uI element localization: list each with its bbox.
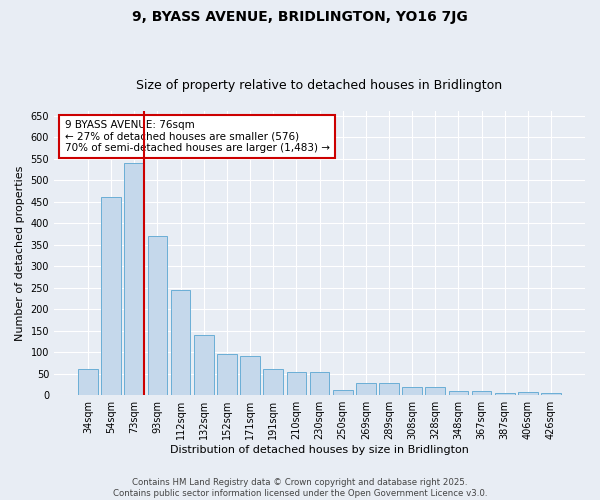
Bar xyxy=(78,370,98,395)
Bar xyxy=(495,392,515,395)
Bar xyxy=(124,163,144,395)
Title: Size of property relative to detached houses in Bridlington: Size of property relative to detached ho… xyxy=(136,79,503,92)
Bar xyxy=(101,198,121,395)
Bar xyxy=(171,290,190,395)
Bar xyxy=(402,388,422,395)
Bar xyxy=(333,390,353,395)
Bar xyxy=(217,354,237,395)
Bar xyxy=(240,356,260,395)
Bar xyxy=(356,383,376,395)
X-axis label: Distribution of detached houses by size in Bridlington: Distribution of detached houses by size … xyxy=(170,445,469,455)
Bar xyxy=(263,370,283,395)
Bar xyxy=(472,391,491,395)
Bar xyxy=(449,391,468,395)
Bar xyxy=(310,372,329,395)
Text: 9 BYASS AVENUE: 76sqm
← 27% of detached houses are smaller (576)
70% of semi-det: 9 BYASS AVENUE: 76sqm ← 27% of detached … xyxy=(65,120,329,153)
Bar xyxy=(518,392,538,395)
Bar xyxy=(541,392,561,395)
Bar xyxy=(194,335,214,395)
Bar xyxy=(148,236,167,395)
Text: 9, BYASS AVENUE, BRIDLINGTON, YO16 7JG: 9, BYASS AVENUE, BRIDLINGTON, YO16 7JG xyxy=(132,10,468,24)
Bar xyxy=(425,388,445,395)
Bar xyxy=(379,383,399,395)
Y-axis label: Number of detached properties: Number of detached properties xyxy=(15,166,25,341)
Bar xyxy=(287,372,306,395)
Text: Contains HM Land Registry data © Crown copyright and database right 2025.
Contai: Contains HM Land Registry data © Crown c… xyxy=(113,478,487,498)
